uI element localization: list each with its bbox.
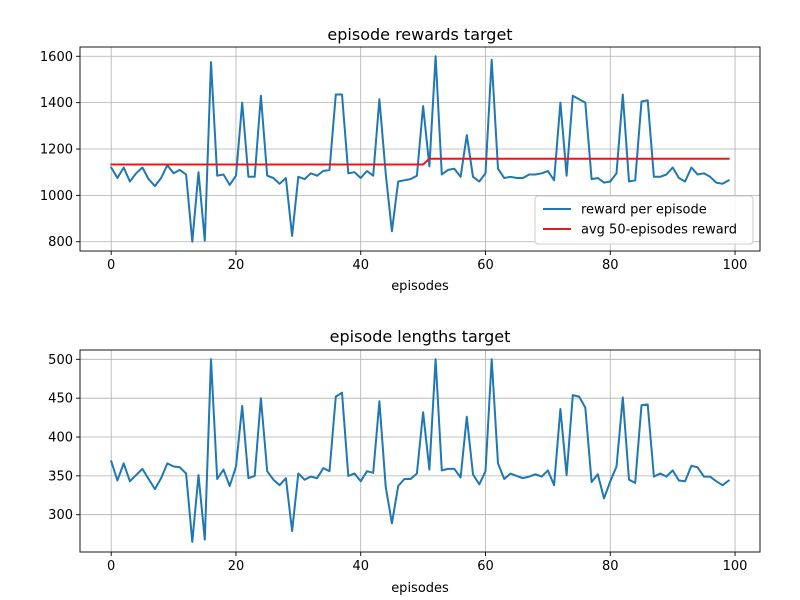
- legend-box: [534, 195, 754, 245]
- rewards-y-tick-label: 1400: [40, 96, 73, 111]
- rewards-series-0-line: [110, 55, 730, 243]
- rewards-series-group: [110, 55, 730, 243]
- rewards-x-tick-label: 40: [352, 258, 369, 273]
- lengths-x-tick-label: 80: [602, 559, 619, 574]
- lengths-x-tick-label: 60: [477, 559, 494, 574]
- lengths-chart-title: episode lengths target: [330, 327, 511, 346]
- lengths-y-tick-label: 450: [48, 392, 73, 407]
- rewards-series-1-line: [110, 157, 730, 166]
- lengths-x-tick-label: 20: [228, 559, 245, 574]
- rewards-x-tick-label: 60: [477, 258, 494, 273]
- legend-label-avg: avg 50-episodes reward: [581, 223, 737, 238]
- rewards-x-tick-label: 80: [602, 258, 619, 273]
- lengths-y-tick-label: 300: [48, 508, 73, 523]
- lengths-series-0-line: [110, 358, 730, 543]
- rewards-y-tick-label: 1600: [40, 50, 73, 65]
- lengths-x-tick-label: 0: [107, 559, 115, 574]
- lengths-x-tick-label: 40: [352, 559, 369, 574]
- rewards-x-tick-label: 0: [107, 258, 115, 273]
- lengths-y-tick-label: 400: [48, 431, 73, 446]
- lengths-x-tick-label: 100: [723, 559, 748, 574]
- lengths-ticks: 0 20 40 60 80 100 300 350 400 450 500: [48, 353, 747, 574]
- rewards-chart-title: episode rewards target: [327, 25, 512, 44]
- rewards-x-tick-label: 20: [228, 258, 245, 273]
- lengths-chart: episode lengths target 0 20 40 60 80 100 300 35…: [48, 327, 761, 596]
- rewards-y-tick-label: 1000: [40, 189, 73, 204]
- lengths-x-axis-label: episodes: [391, 581, 449, 596]
- rewards-legend: reward per episode avg 50-episodes rewar…: [534, 195, 754, 245]
- rewards-chart: episode rewards target 0 20 40 60 80 100 800 10…: [40, 25, 761, 294]
- rewards-x-axis-label: episodes: [391, 279, 449, 294]
- lengths-y-tick-label: 350: [48, 469, 73, 484]
- rewards-y-tick-label: 800: [48, 235, 73, 250]
- legend-label-reward: reward per episode: [581, 203, 707, 218]
- rewards-x-tick-label: 100: [723, 258, 748, 273]
- rewards-ticks: 0 20 40 60 80 100 800 1000 1200 1400 1600: [40, 50, 748, 273]
- lengths-y-tick-label: 500: [48, 353, 73, 368]
- rewards-y-tick-label: 1200: [40, 143, 73, 158]
- lengths-series-group: [110, 358, 730, 543]
- lengths-axes-frame: [79, 349, 761, 553]
